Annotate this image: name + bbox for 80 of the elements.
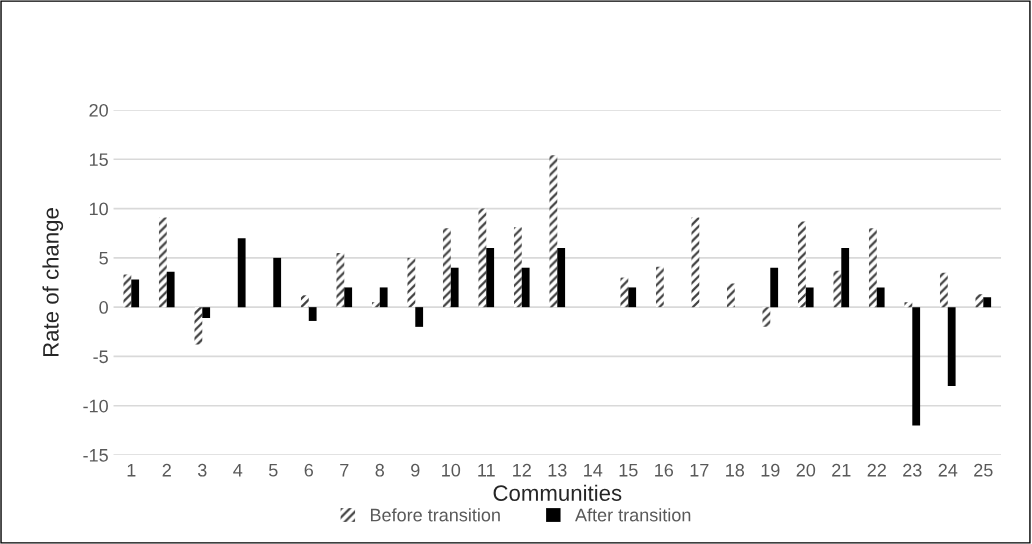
bar <box>450 267 459 308</box>
x-axis-title: Communities <box>493 484 622 501</box>
bar <box>478 208 487 308</box>
bar <box>486 248 495 308</box>
bar <box>202 307 211 318</box>
y-tick-label: -10 <box>83 399 108 413</box>
bar <box>912 307 921 426</box>
bar <box>371 302 380 308</box>
y-tick-label: -15 <box>83 449 108 462</box>
bar <box>876 287 885 308</box>
bar <box>123 274 132 308</box>
y-axis-title: Rate of change <box>42 208 64 357</box>
x-tick-label: 25 <box>974 463 993 477</box>
x-tick-label: 23 <box>903 463 922 477</box>
bar <box>691 217 700 308</box>
bar <box>939 272 948 308</box>
x-tick-label: 11 <box>478 464 495 477</box>
bar <box>805 287 814 308</box>
bar <box>557 248 566 308</box>
y-tick-label: 5 <box>99 251 108 265</box>
bar <box>131 279 140 308</box>
bar <box>300 295 309 308</box>
y-tick-label: 20 <box>89 103 108 117</box>
bar <box>273 257 282 308</box>
x-tick-label: 6 <box>304 463 313 477</box>
bar <box>904 302 913 308</box>
bar <box>947 307 956 386</box>
bar <box>513 227 522 308</box>
x-tick-label: 10 <box>442 463 461 477</box>
bar <box>628 287 637 308</box>
x-tick-label: 3 <box>197 463 207 477</box>
x-tick-label: 16 <box>655 463 674 477</box>
x-tick-label: 18 <box>726 463 745 477</box>
bar <box>620 277 629 308</box>
bar <box>797 221 806 308</box>
bar <box>415 307 424 327</box>
x-tick-label: 22 <box>867 463 886 477</box>
x-tick-label: 13 <box>548 463 567 477</box>
bar <box>770 267 779 308</box>
bar <box>194 307 203 345</box>
x-tick-label: 2 <box>162 463 171 477</box>
y-tick-label: 15 <box>89 153 108 167</box>
bar <box>308 307 317 321</box>
x-tick-label: 20 <box>796 463 816 477</box>
y-tick-label: -5 <box>93 350 108 364</box>
x-tick-label: 4 <box>233 464 243 477</box>
bar <box>549 155 558 308</box>
bar <box>442 228 451 308</box>
x-tick-label: 9 <box>411 463 420 477</box>
x-tick-label: 7 <box>340 464 349 477</box>
bar <box>655 266 664 308</box>
bar <box>344 287 353 308</box>
bar <box>983 297 992 308</box>
y-tick-label: 10 <box>89 202 108 216</box>
bar <box>336 252 345 308</box>
bar <box>833 270 842 308</box>
bar <box>407 257 416 308</box>
bar <box>726 283 735 308</box>
legend-label: Before transition <box>370 508 500 522</box>
x-tick-label: 14 <box>584 464 603 477</box>
bar <box>166 271 175 308</box>
bar <box>868 228 877 308</box>
bar <box>158 217 167 308</box>
legend-label: After transition <box>575 508 691 522</box>
x-tick-label: 1 <box>127 464 136 477</box>
bar <box>237 238 246 308</box>
y-tick-label: 0 <box>99 301 108 314</box>
x-tick-label: 8 <box>375 463 385 477</box>
x-tick-label: 19 <box>761 463 780 477</box>
x-tick-label: 15 <box>619 464 638 477</box>
bar <box>762 307 771 327</box>
x-tick-label: 12 <box>513 463 531 477</box>
bar <box>521 267 530 308</box>
x-tick-label: 5 <box>268 464 278 477</box>
x-tick-label: 21 <box>832 463 851 477</box>
bar <box>975 294 984 308</box>
x-tick-label: 17 <box>690 464 709 477</box>
bar <box>379 287 388 308</box>
x-tick-label: 24 <box>938 463 958 477</box>
bar <box>841 248 850 308</box>
